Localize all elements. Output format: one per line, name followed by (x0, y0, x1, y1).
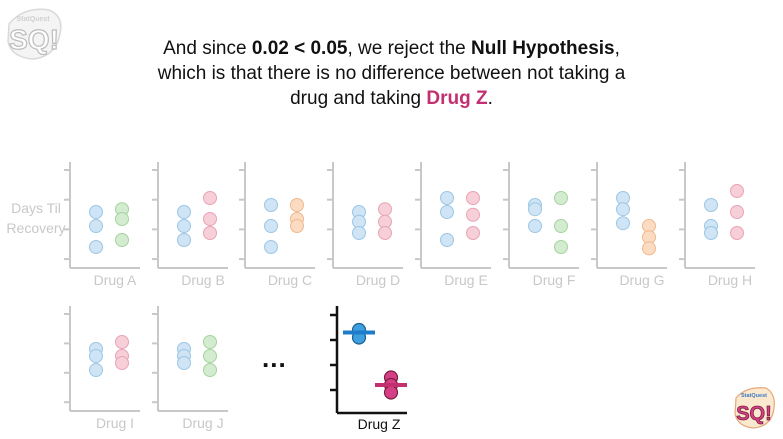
data-point-left (352, 226, 366, 240)
panel-label: Drug Z (358, 416, 401, 432)
panel-drug-a: Drug A (64, 162, 140, 288)
panel-drug-z: Drug Z (330, 306, 407, 432)
data-point-right (203, 349, 217, 363)
panel-label: Drug I (96, 415, 134, 431)
data-point-left (89, 219, 103, 233)
panel-drug-h: Drug H (679, 162, 755, 288)
svg-text:SQ!: SQ! (9, 24, 59, 55)
data-point-right (554, 240, 568, 254)
data-point-right (554, 191, 568, 205)
data-point-right (378, 202, 392, 217)
data-point-right (290, 219, 304, 233)
panel-label: Drug A (94, 272, 137, 288)
panel-label: Drug G (619, 272, 664, 288)
data-point-left (89, 363, 103, 377)
data-point-right (203, 226, 217, 240)
data-point-right (203, 191, 217, 205)
data-point-left (616, 216, 630, 231)
panel-drug-g: Drug G (591, 162, 667, 288)
data-point-right (466, 191, 480, 205)
panel-drug-i: Drug I (64, 306, 140, 431)
data-point-left (440, 233, 454, 247)
data-point-left (704, 198, 718, 212)
panel-drug-b: Drug B (152, 162, 228, 288)
data-point-left (528, 219, 542, 233)
headline: And since 0.02 < 0.05, we reject the Nul… (157, 38, 626, 109)
data-point-left (89, 205, 103, 219)
panel-drug-f: Drug F (503, 162, 579, 288)
data-point-right (115, 335, 129, 349)
data-point-right (730, 205, 744, 219)
data-point-left (264, 219, 278, 233)
data-point-right (203, 212, 217, 226)
ellipsis: ... (262, 343, 287, 373)
drug-z-highlight: Drug Z (426, 88, 488, 109)
data-point-right (203, 335, 217, 349)
data-point-right (554, 219, 568, 233)
data-point-left (440, 205, 454, 219)
data-point-right (115, 233, 129, 247)
data-point-right (290, 198, 304, 212)
data-point-right (115, 356, 129, 370)
data-point-right (730, 184, 744, 198)
data-point-right (466, 226, 480, 240)
statquest-logo-small: StatQuest SQ! (734, 387, 775, 429)
y-axis-label: Days Til Recovery (6, 200, 66, 236)
panel-label: Drug B (181, 272, 225, 288)
statquest-logo: StatQuest SQ! (7, 8, 62, 60)
panel-label: Drug F (533, 272, 576, 288)
data-point-right (730, 226, 744, 240)
data-point-right (378, 226, 392, 240)
data-point-left (177, 219, 191, 233)
data-point-left (264, 198, 278, 212)
panel-drug-j: Drug J (152, 306, 228, 431)
data-point-right (115, 212, 129, 226)
data-point-left (440, 191, 454, 205)
panel-label: Drug E (444, 272, 488, 288)
data-point-left (177, 205, 191, 219)
panel-label: Drug J (182, 415, 223, 431)
data-point-right (642, 241, 656, 256)
data-point-left (177, 356, 191, 370)
data-point-left (177, 233, 191, 247)
data-point-left (704, 226, 718, 240)
svg-text:StatQuest: StatQuest (741, 393, 767, 399)
svg-text:SQ!: SQ! (736, 403, 772, 425)
data-point-left (89, 240, 103, 254)
data-point-left (616, 202, 630, 217)
panel-drug-e: Drug E (415, 162, 491, 288)
panel-label: Drug C (268, 272, 312, 288)
data-point-left (264, 240, 278, 254)
data-point-right (466, 207, 480, 222)
svg-text:StatQuest: StatQuest (16, 16, 50, 23)
data-point-left (89, 349, 103, 363)
data-point-left (528, 202, 542, 217)
panel-label: Drug H (708, 272, 752, 288)
data-point-right (383, 385, 399, 400)
panel-drug-d: Drug D (327, 162, 403, 288)
panel-label: Drug D (356, 272, 400, 288)
panel-drug-c: Drug C (239, 162, 315, 288)
data-point-right (203, 363, 217, 377)
